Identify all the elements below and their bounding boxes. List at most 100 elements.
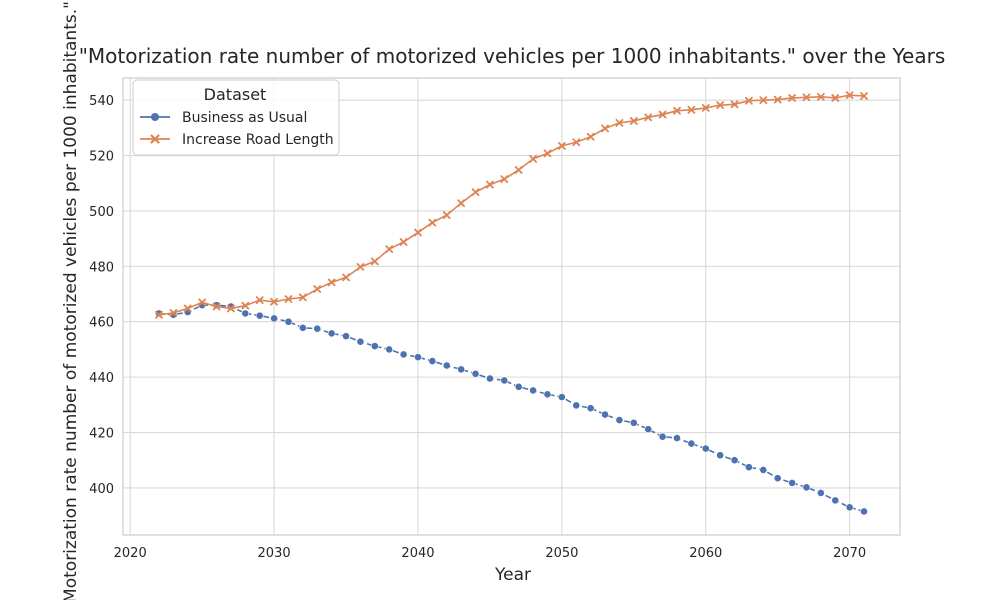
y-tick-label-440: 440 xyxy=(89,371,114,386)
point-increase-road-length-2048 xyxy=(529,154,537,163)
point-business-as-usual-2041 xyxy=(428,357,437,365)
point-business-as-usual-2048 xyxy=(529,386,537,395)
point-business-as-usual-2063 xyxy=(745,463,753,472)
point-increase-road-length-2066 xyxy=(788,94,796,102)
legend-item-business-as-usual: Business as Usual xyxy=(140,110,307,126)
legend-label-increase-road-length: Increase Road Length xyxy=(182,132,334,148)
x-tick-label-2030: 2030 xyxy=(258,546,291,561)
point-increase-road-length-2051 xyxy=(572,138,581,147)
point-business-as-usual-2067 xyxy=(802,483,811,492)
point-increase-road-length-2040 xyxy=(414,228,422,237)
point-increase-road-length-2046 xyxy=(500,175,509,183)
point-increase-road-length-2070 xyxy=(845,91,854,100)
point-business-as-usual-2070 xyxy=(845,503,854,512)
point-increase-road-length-2060 xyxy=(701,104,710,112)
point-business-as-usual-2058 xyxy=(673,434,681,442)
point-increase-road-length-2042 xyxy=(442,211,451,219)
point-increase-road-length-2034 xyxy=(327,278,336,287)
point-business-as-usual-2047 xyxy=(514,382,523,391)
y-tick-label-520: 520 xyxy=(89,150,114,165)
point-increase-road-length-2035 xyxy=(342,273,350,282)
point-business-as-usual-2057 xyxy=(658,432,667,441)
point-increase-road-length-2037 xyxy=(370,257,379,266)
point-increase-road-length-2030 xyxy=(270,297,278,306)
x-tick-label-2020: 2020 xyxy=(114,546,147,561)
point-increase-road-length-2057 xyxy=(658,110,667,119)
point-business-as-usual-2069 xyxy=(831,496,840,505)
point-increase-road-length-2052 xyxy=(586,132,595,141)
point-business-as-usual-2066 xyxy=(788,479,796,487)
point-increase-road-length-2068 xyxy=(816,92,825,101)
point-business-as-usual-2054 xyxy=(615,416,624,424)
legend-label-business-as-usual: Business as Usual xyxy=(182,110,307,126)
point-business-as-usual-2055 xyxy=(629,418,638,427)
point-business-as-usual-2068 xyxy=(816,489,825,497)
series-layer xyxy=(155,91,868,516)
point-increase-road-length-2069 xyxy=(831,94,840,102)
point-business-as-usual-2051 xyxy=(572,401,581,410)
point-business-as-usual-2064 xyxy=(759,466,768,474)
point-business-as-usual-2034 xyxy=(327,329,336,338)
point-business-as-usual-2071 xyxy=(860,507,868,516)
chart-title: "Motorization rate number of motorized v… xyxy=(79,44,946,68)
point-increase-road-length-2041 xyxy=(428,218,437,227)
point-business-as-usual-2031 xyxy=(284,317,293,326)
point-business-as-usual-2050 xyxy=(557,393,566,401)
point-increase-road-length-2036 xyxy=(356,262,365,271)
point-business-as-usual-2029 xyxy=(255,311,264,320)
legend-title: Dataset xyxy=(204,85,267,104)
point-increase-road-length-2025 xyxy=(198,298,207,307)
legend-marker-increase-road-length xyxy=(150,134,160,144)
point-increase-road-length-2056 xyxy=(644,113,653,122)
point-increase-road-length-2055 xyxy=(629,117,638,125)
legend-marker-business-as-usual xyxy=(151,113,159,121)
point-business-as-usual-2040 xyxy=(414,353,422,362)
series-line-increase-road-length xyxy=(158,94,865,316)
point-business-as-usual-2060 xyxy=(701,444,710,453)
y-axis-label: Motorization rate number of motorized ve… xyxy=(61,1,81,600)
point-increase-road-length-2061 xyxy=(716,101,725,110)
point-business-as-usual-2046 xyxy=(500,376,509,385)
point-increase-road-length-2038 xyxy=(385,245,394,254)
y-tick-label-460: 460 xyxy=(89,316,114,331)
point-business-as-usual-2038 xyxy=(385,345,394,354)
legend-box xyxy=(132,79,340,156)
point-business-as-usual-2061 xyxy=(716,451,725,460)
point-business-as-usual-2032 xyxy=(298,323,307,332)
point-increase-road-length-2031 xyxy=(284,295,293,303)
y-tick-label-420: 420 xyxy=(89,427,114,442)
point-business-as-usual-2049 xyxy=(543,390,552,399)
point-increase-road-length-2043 xyxy=(457,199,466,208)
point-business-as-usual-2062 xyxy=(730,456,739,465)
point-increase-road-length-2054 xyxy=(615,118,624,127)
point-increase-road-length-2039 xyxy=(399,238,408,246)
point-increase-road-length-2026 xyxy=(212,302,221,311)
point-increase-road-length-2067 xyxy=(802,93,811,102)
y-tick-label-540: 540 xyxy=(89,94,114,109)
point-business-as-usual-2037 xyxy=(370,342,379,351)
point-business-as-usual-2053 xyxy=(601,410,609,419)
point-business-as-usual-2028 xyxy=(241,309,250,318)
point-business-as-usual-2059 xyxy=(687,439,696,448)
point-increase-road-length-2022 xyxy=(155,310,163,319)
x-axis-label: Year xyxy=(494,565,531,585)
point-business-as-usual-2039 xyxy=(399,350,408,359)
y-tick-label-400: 400 xyxy=(89,482,114,497)
point-increase-road-length-2071 xyxy=(860,92,868,100)
point-business-as-usual-2043 xyxy=(457,365,466,374)
y-tick-labels: 400 420 440 460 480 500 520 540 xyxy=(89,94,114,497)
series-increase-road-length xyxy=(155,91,868,319)
point-increase-road-length-2032 xyxy=(298,293,307,302)
point-increase-road-length-2064 xyxy=(759,96,768,105)
plot-area-frame xyxy=(122,77,901,536)
x-tick-label-2040: 2040 xyxy=(401,546,434,561)
point-business-as-usual-2030 xyxy=(270,314,278,323)
point-increase-road-length-2029 xyxy=(255,296,264,305)
point-increase-road-length-2065 xyxy=(773,95,782,104)
point-business-as-usual-2042 xyxy=(442,361,451,370)
point-business-as-usual-2052 xyxy=(586,404,595,413)
point-increase-road-length-2062 xyxy=(730,100,739,109)
point-business-as-usual-2035 xyxy=(342,332,350,341)
point-increase-road-length-2033 xyxy=(313,285,322,293)
